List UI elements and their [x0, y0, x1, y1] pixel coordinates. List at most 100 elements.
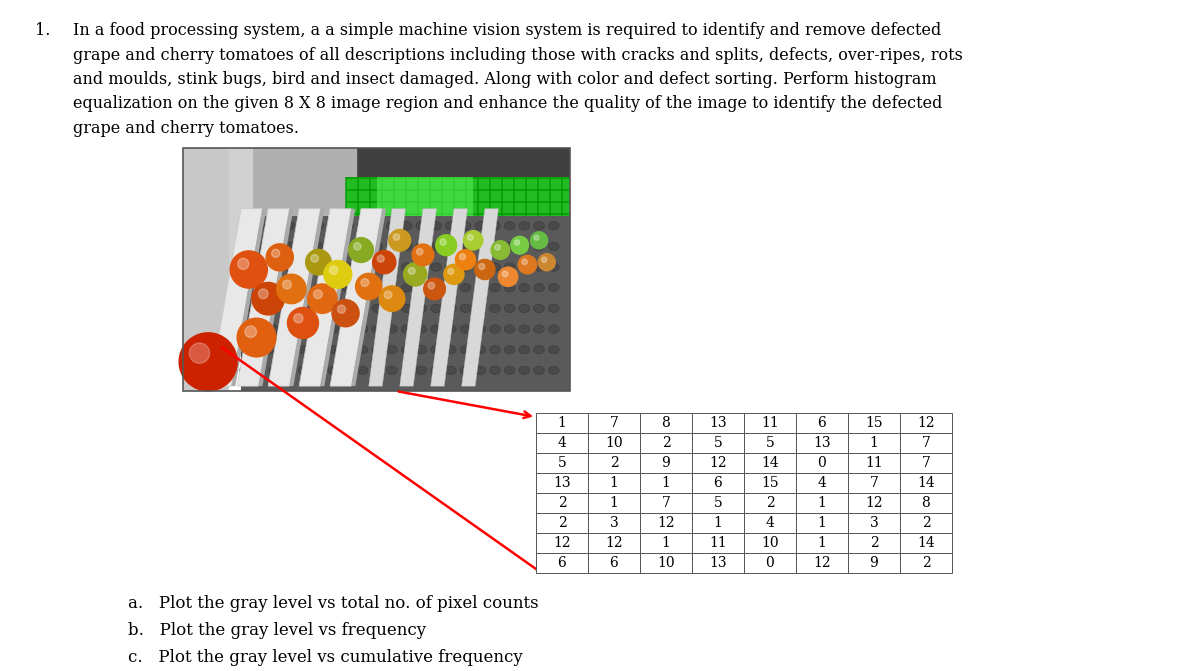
Ellipse shape [401, 221, 412, 230]
Ellipse shape [490, 346, 500, 354]
Text: and moulds, stink bugs, bird and insect damaged. Along with color and defect sor: and moulds, stink bugs, bird and insect … [73, 71, 937, 88]
Ellipse shape [269, 366, 280, 374]
Text: 13: 13 [814, 436, 830, 450]
Text: 12: 12 [553, 536, 571, 550]
Circle shape [498, 267, 517, 287]
Ellipse shape [534, 242, 545, 251]
Bar [900, 493, 952, 513]
Ellipse shape [254, 304, 265, 313]
Ellipse shape [358, 263, 368, 271]
Text: 1: 1 [817, 516, 827, 530]
Bar [588, 493, 640, 513]
Bar [588, 453, 640, 473]
Bar [406, 177, 407, 279]
Circle shape [436, 235, 457, 256]
Bar [692, 453, 744, 473]
Ellipse shape [269, 325, 280, 333]
Circle shape [408, 268, 415, 274]
Polygon shape [289, 209, 324, 386]
Bar [346, 237, 570, 239]
Text: 1: 1 [661, 476, 671, 490]
Ellipse shape [504, 325, 515, 333]
Circle shape [389, 229, 410, 251]
Ellipse shape [254, 221, 265, 230]
Ellipse shape [386, 304, 397, 313]
Text: 3: 3 [870, 516, 878, 530]
Ellipse shape [475, 304, 486, 313]
Text: 1: 1 [817, 536, 827, 550]
Text: 9: 9 [661, 456, 671, 470]
Ellipse shape [490, 263, 500, 271]
Circle shape [313, 290, 323, 299]
Bar [182, 148, 570, 391]
Circle shape [361, 278, 368, 287]
Ellipse shape [490, 304, 500, 313]
Ellipse shape [548, 325, 559, 333]
Ellipse shape [240, 263, 251, 271]
Bar [394, 177, 395, 279]
Ellipse shape [328, 325, 338, 333]
Bar [346, 177, 570, 179]
Ellipse shape [445, 304, 456, 313]
Circle shape [503, 271, 508, 277]
Ellipse shape [328, 283, 338, 292]
Bar [536, 553, 588, 573]
Ellipse shape [490, 366, 500, 374]
Text: 10: 10 [658, 556, 674, 570]
Bar [848, 433, 900, 453]
Bar [848, 453, 900, 473]
Bar [538, 177, 539, 279]
Text: 13: 13 [709, 556, 727, 570]
Bar [346, 249, 570, 251]
Text: 15: 15 [761, 476, 779, 490]
Ellipse shape [416, 221, 427, 230]
Ellipse shape [299, 283, 310, 292]
Text: equalization on the given 8 X 8 image region and enhance the quality of the imag: equalization on the given 8 X 8 image re… [73, 95, 942, 113]
Ellipse shape [386, 346, 397, 354]
Ellipse shape [254, 283, 265, 292]
Ellipse shape [504, 242, 515, 251]
Bar [640, 433, 692, 453]
Circle shape [416, 248, 422, 255]
Ellipse shape [401, 366, 412, 374]
Circle shape [373, 250, 396, 274]
Circle shape [522, 259, 528, 264]
Ellipse shape [269, 283, 280, 292]
Ellipse shape [548, 242, 559, 251]
Ellipse shape [313, 346, 324, 354]
Bar [744, 533, 796, 553]
Circle shape [384, 291, 392, 299]
Ellipse shape [299, 304, 310, 313]
Ellipse shape [534, 366, 545, 374]
Text: 15: 15 [865, 416, 883, 430]
Bar [744, 453, 796, 473]
Text: 5: 5 [714, 436, 722, 450]
Circle shape [491, 241, 510, 260]
Bar [848, 553, 900, 573]
Circle shape [456, 250, 475, 270]
Text: 8: 8 [661, 416, 671, 430]
Text: 12: 12 [658, 516, 674, 530]
Ellipse shape [342, 283, 353, 292]
Ellipse shape [460, 283, 470, 292]
Text: 13: 13 [709, 416, 727, 430]
Ellipse shape [416, 263, 427, 271]
Text: 1: 1 [661, 536, 671, 550]
Ellipse shape [431, 366, 442, 374]
Ellipse shape [504, 366, 515, 374]
Ellipse shape [445, 221, 456, 230]
Ellipse shape [490, 325, 500, 333]
Circle shape [377, 255, 384, 262]
Bar [692, 553, 744, 573]
Bar [640, 553, 692, 573]
Ellipse shape [386, 221, 397, 230]
Ellipse shape [460, 221, 470, 230]
Bar [744, 493, 796, 513]
Circle shape [424, 278, 445, 300]
Bar [588, 513, 640, 533]
Ellipse shape [328, 221, 338, 230]
Text: 6: 6 [558, 556, 566, 570]
Ellipse shape [504, 304, 515, 313]
Ellipse shape [299, 346, 310, 354]
Ellipse shape [475, 263, 486, 271]
